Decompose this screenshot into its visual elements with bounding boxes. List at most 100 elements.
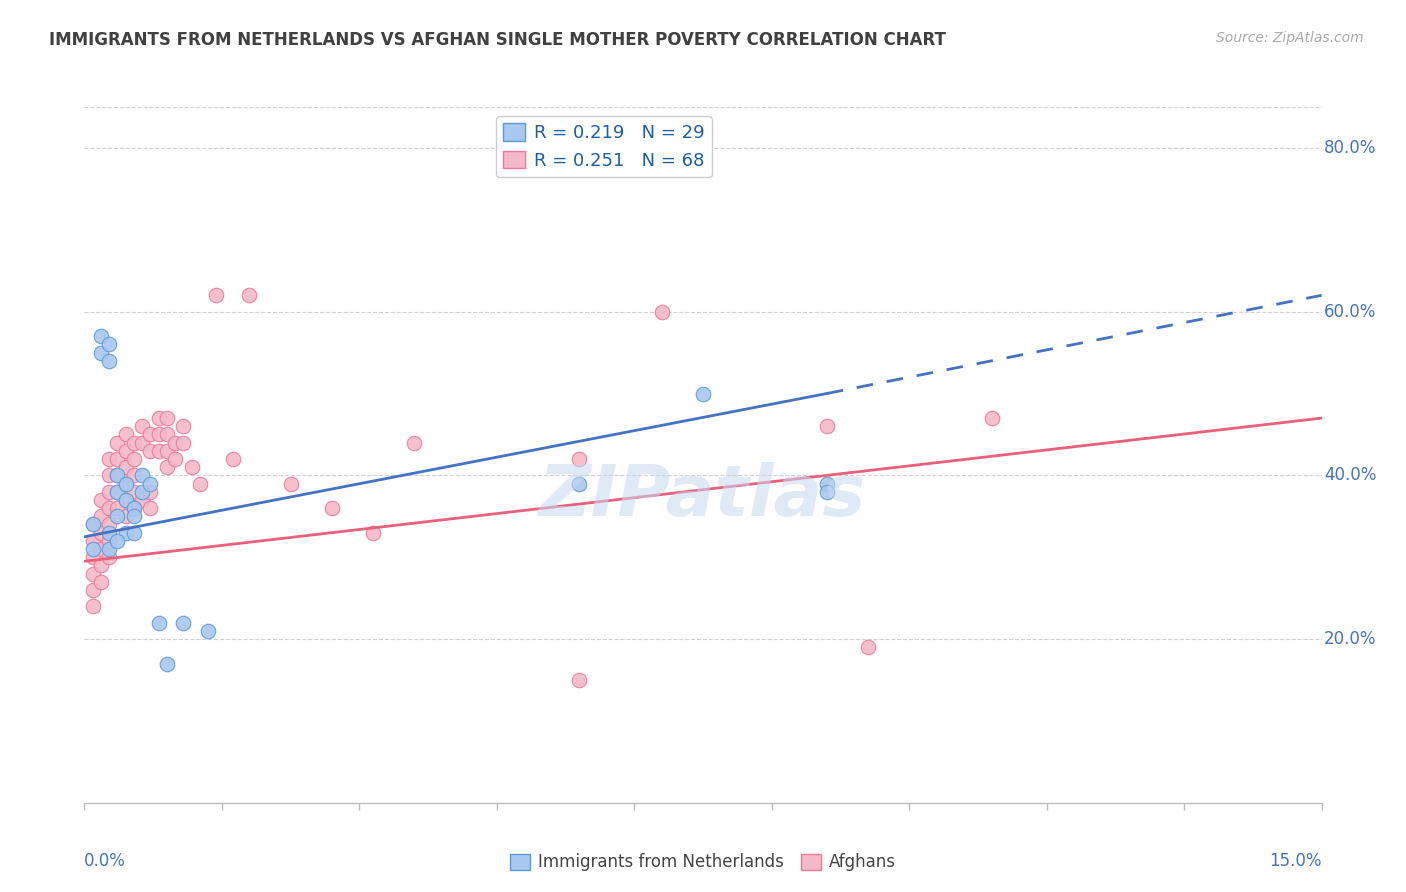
Point [114,476,136,491]
Point [82,582,104,597]
Point [172,419,194,434]
Point [98,501,121,516]
Point [122,468,145,483]
Point [105,484,128,499]
Point [98,337,121,351]
Point [90,542,112,557]
Point [90,558,112,573]
Point [105,468,128,483]
Point [82,517,104,532]
Point [148,443,170,458]
Point [122,501,145,516]
Point [90,492,112,507]
Point [114,476,136,491]
Point [404,435,426,450]
Text: IMMIGRANTS FROM NETHERLANDS VS AFGHAN SINGLE MOTHER POVERTY CORRELATION CHART: IMMIGRANTS FROM NETHERLANDS VS AFGHAN SI… [49,31,946,49]
Point [651,304,673,318]
Point [90,525,112,540]
Point [131,492,153,507]
Point [568,452,591,467]
Point [82,533,104,548]
Text: 20.0%: 20.0% [1324,630,1376,648]
Point [90,345,112,359]
Point [156,411,179,425]
Point [114,492,136,507]
Point [139,427,162,442]
Point [122,452,145,467]
Point [148,427,170,442]
Point [105,484,128,499]
Point [114,427,136,442]
Point [321,501,343,516]
Point [222,452,245,467]
Point [114,443,136,458]
Text: 60.0%: 60.0% [1324,302,1376,321]
Text: 0.0%: 0.0% [84,852,127,870]
Point [122,435,145,450]
Point [172,615,194,630]
Point [131,468,153,483]
Point [98,468,121,483]
Point [205,288,228,302]
Point [82,566,104,581]
Point [105,501,128,516]
Point [82,542,104,557]
Point [82,550,104,565]
Text: 80.0%: 80.0% [1324,139,1376,157]
Point [98,517,121,532]
Point [131,419,153,434]
Point [197,624,219,638]
Point [165,435,187,450]
Point [280,476,302,491]
Point [148,615,170,630]
Point [90,574,112,589]
Point [105,533,128,548]
Point [105,435,128,450]
Point [568,476,591,491]
Text: 15.0%: 15.0% [1270,852,1322,870]
Point [114,525,136,540]
Point [361,525,384,540]
Point [148,411,170,425]
Point [980,411,1002,425]
Point [122,525,145,540]
Point [90,329,112,343]
Point [156,443,179,458]
Point [139,484,162,499]
Text: ZIPatlas: ZIPatlas [540,462,866,531]
Point [568,673,591,687]
Point [98,484,121,499]
Legend: Immigrants from Netherlands, Afghans: Immigrants from Netherlands, Afghans [503,847,903,878]
Point [131,484,153,499]
Point [98,353,121,368]
Point [692,386,714,401]
Point [238,288,260,302]
Point [139,501,162,516]
Point [98,452,121,467]
Point [98,550,121,565]
Point [105,468,128,483]
Point [82,599,104,614]
Point [180,460,202,475]
Point [82,517,104,532]
Point [114,460,136,475]
Point [139,476,162,491]
Point [856,640,879,655]
Point [156,657,179,671]
Point [114,509,136,524]
Point [815,419,838,434]
Point [156,427,179,442]
Point [188,476,211,491]
Text: Source: ZipAtlas.com: Source: ZipAtlas.com [1216,31,1364,45]
Point [122,501,145,516]
Point [156,460,179,475]
Point [139,443,162,458]
Point [165,452,187,467]
Point [815,476,838,491]
Point [98,525,121,540]
Point [98,533,121,548]
Point [815,484,838,499]
Point [90,509,112,524]
Text: 40.0%: 40.0% [1324,467,1376,484]
Point [122,484,145,499]
